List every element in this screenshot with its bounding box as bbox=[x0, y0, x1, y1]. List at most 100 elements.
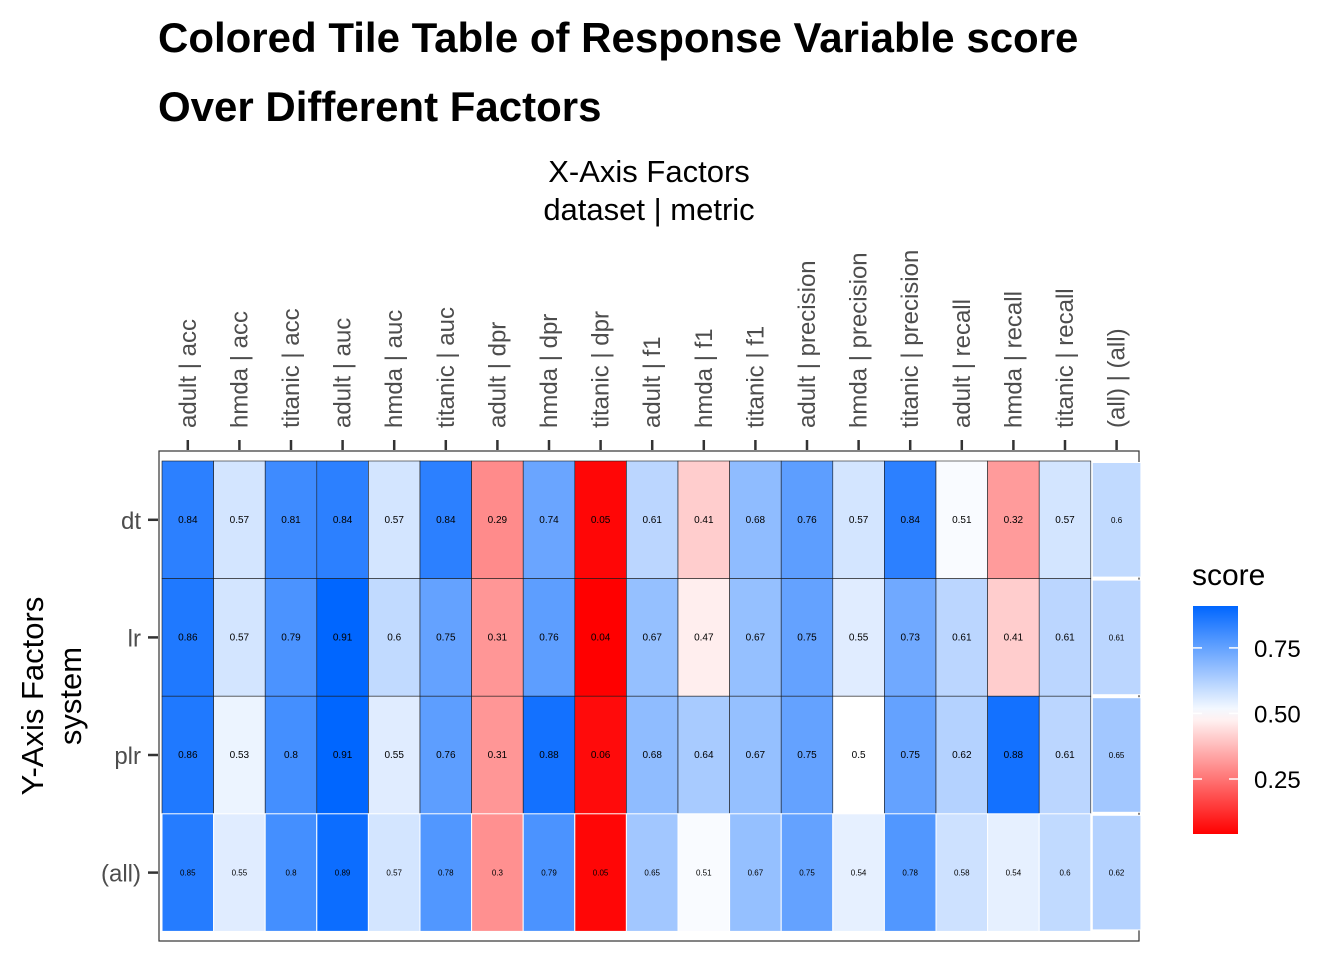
cell-value-label: 0.65 bbox=[1109, 751, 1125, 760]
cell-value-label: 0.73 bbox=[900, 632, 920, 643]
x-tick-label: adult | auc bbox=[330, 318, 357, 428]
cell-value-label: 0.89 bbox=[335, 869, 351, 878]
heatmap-cell bbox=[935, 695, 988, 815]
cell-value-label: 0.62 bbox=[1109, 869, 1125, 878]
cell-value-label: 0.67 bbox=[746, 750, 766, 761]
heatmap-cell bbox=[987, 578, 1040, 697]
cell-value-label: 0.76 bbox=[797, 515, 817, 526]
cell-value-label: 0.78 bbox=[902, 869, 918, 878]
cell-value-label: 0.75 bbox=[900, 750, 920, 761]
cell-value-label: 0.6 bbox=[1111, 516, 1123, 525]
cell-value-label: 0.05 bbox=[593, 869, 609, 878]
cell-value-label: 0.57 bbox=[384, 515, 404, 526]
cell-value-label: 0.91 bbox=[333, 632, 353, 643]
cell-value-label: 0.06 bbox=[591, 750, 611, 761]
x-tick-label: titanic | f1 bbox=[742, 326, 769, 428]
chart-title-line-2: Over Different Factors bbox=[158, 83, 601, 130]
heatmap-cell bbox=[316, 578, 369, 697]
cell-value-label: 0.67 bbox=[642, 632, 662, 643]
x-tick-label: adult | f1 bbox=[639, 336, 666, 428]
heatmap-cell bbox=[574, 813, 627, 932]
heatmap-cell bbox=[1091, 814, 1142, 931]
heatmap-cell bbox=[264, 695, 318, 815]
cell-value-label: 0.67 bbox=[746, 632, 766, 643]
heatmap-cell bbox=[729, 578, 782, 697]
cell-value-label: 0.32 bbox=[1004, 515, 1024, 526]
cell-value-label: 0.74 bbox=[539, 515, 559, 526]
heatmap-cell bbox=[729, 460, 782, 579]
cell-value-label: 0.85 bbox=[180, 869, 196, 878]
cell-value-label: 0.76 bbox=[539, 632, 559, 643]
heatmap-cell bbox=[1038, 813, 1092, 932]
y-tick-label: dt bbox=[121, 508, 141, 535]
heatmap-cell bbox=[780, 460, 834, 579]
cell-value-label: 0.55 bbox=[232, 869, 248, 878]
heatmap-cell bbox=[987, 813, 1040, 932]
cell-value-label: 0.91 bbox=[333, 750, 353, 761]
cell-value-label: 0.5 bbox=[852, 750, 866, 761]
heatmap-cell bbox=[987, 460, 1040, 579]
cell-value-label: 0.6 bbox=[1059, 869, 1071, 878]
cell-value-label: 0.04 bbox=[591, 632, 611, 643]
x-tick-label: hmda | f1 bbox=[691, 328, 718, 428]
cell-value-label: 0.54 bbox=[851, 869, 867, 878]
cell-value-label: 0.8 bbox=[285, 869, 297, 878]
cell-value-label: 0.84 bbox=[436, 515, 456, 526]
cell-value-label: 0.51 bbox=[952, 515, 972, 526]
heatmap-cell bbox=[213, 695, 266, 815]
cell-value-label: 0.67 bbox=[748, 869, 764, 878]
heatmap-cell bbox=[264, 578, 318, 697]
cell-value-label: 0.54 bbox=[1006, 869, 1022, 878]
legend-break-label: 0.75 bbox=[1254, 636, 1301, 663]
cell-value-label: 0.6 bbox=[387, 632, 401, 643]
cell-value-label: 0.58 bbox=[954, 869, 970, 878]
cell-value-label: 0.64 bbox=[694, 750, 714, 761]
x-tick-label: adult | precision bbox=[794, 260, 821, 428]
cell-value-label: 0.57 bbox=[1055, 515, 1075, 526]
cell-value-label: 0.61 bbox=[1109, 633, 1125, 642]
heatmap-cell bbox=[471, 460, 524, 579]
heatmap-cell bbox=[625, 813, 679, 932]
heatmap-cell bbox=[471, 813, 524, 932]
cell-value-label: 0.75 bbox=[436, 632, 456, 643]
heatmap-cell bbox=[316, 695, 369, 815]
heatmap-cell bbox=[935, 460, 988, 579]
heatmap-cell bbox=[677, 578, 730, 697]
heatmap-cell bbox=[626, 460, 679, 579]
heatmap-cell bbox=[626, 578, 679, 697]
heatmap-cell bbox=[935, 813, 989, 932]
cell-value-label: 0.84 bbox=[900, 515, 920, 526]
cell-value-label: 0.57 bbox=[849, 515, 869, 526]
heatmap-cell bbox=[522, 460, 576, 579]
x-tick-label: titanic | auc bbox=[433, 307, 460, 428]
cell-value-label: 0.62 bbox=[952, 750, 972, 761]
heatmap-cell bbox=[935, 578, 988, 697]
x-tick-label: titanic | dpr bbox=[588, 311, 615, 428]
x-tick-label: hmda | precision bbox=[846, 252, 873, 428]
cell-value-label: 0.3 bbox=[492, 869, 504, 878]
y-axis-title-line-2: system bbox=[53, 647, 88, 745]
heatmap-cell bbox=[161, 813, 215, 932]
x-tick-label: (all) | (all) bbox=[1104, 328, 1131, 428]
heatmap-cell bbox=[780, 578, 834, 697]
heatmap-cell bbox=[832, 460, 885, 579]
heatmap-cell bbox=[522, 578, 576, 697]
y-axis: dt lr plr (all) bbox=[101, 508, 158, 888]
cell-value-label: 0.79 bbox=[281, 632, 301, 643]
heatmap-cell bbox=[316, 460, 369, 579]
legend-colorbar bbox=[1193, 606, 1238, 834]
cell-value-label: 0.31 bbox=[488, 750, 508, 761]
x-tick-label: hmda | dpr bbox=[536, 314, 563, 428]
heatmap-cell bbox=[368, 578, 421, 697]
heatmap-cell bbox=[471, 578, 524, 697]
heatmap-cell bbox=[316, 813, 369, 932]
heatmap-cell bbox=[161, 578, 214, 697]
heatmap-cell bbox=[884, 695, 937, 815]
x-tick-label: hmda | acc bbox=[226, 311, 253, 428]
cell-value-label: 0.76 bbox=[436, 750, 456, 761]
cell-value-label: 0.84 bbox=[178, 515, 198, 526]
heatmap-cell bbox=[987, 695, 1040, 815]
cell-value-label: 0.55 bbox=[384, 750, 404, 761]
heatmap-cell bbox=[264, 460, 318, 579]
